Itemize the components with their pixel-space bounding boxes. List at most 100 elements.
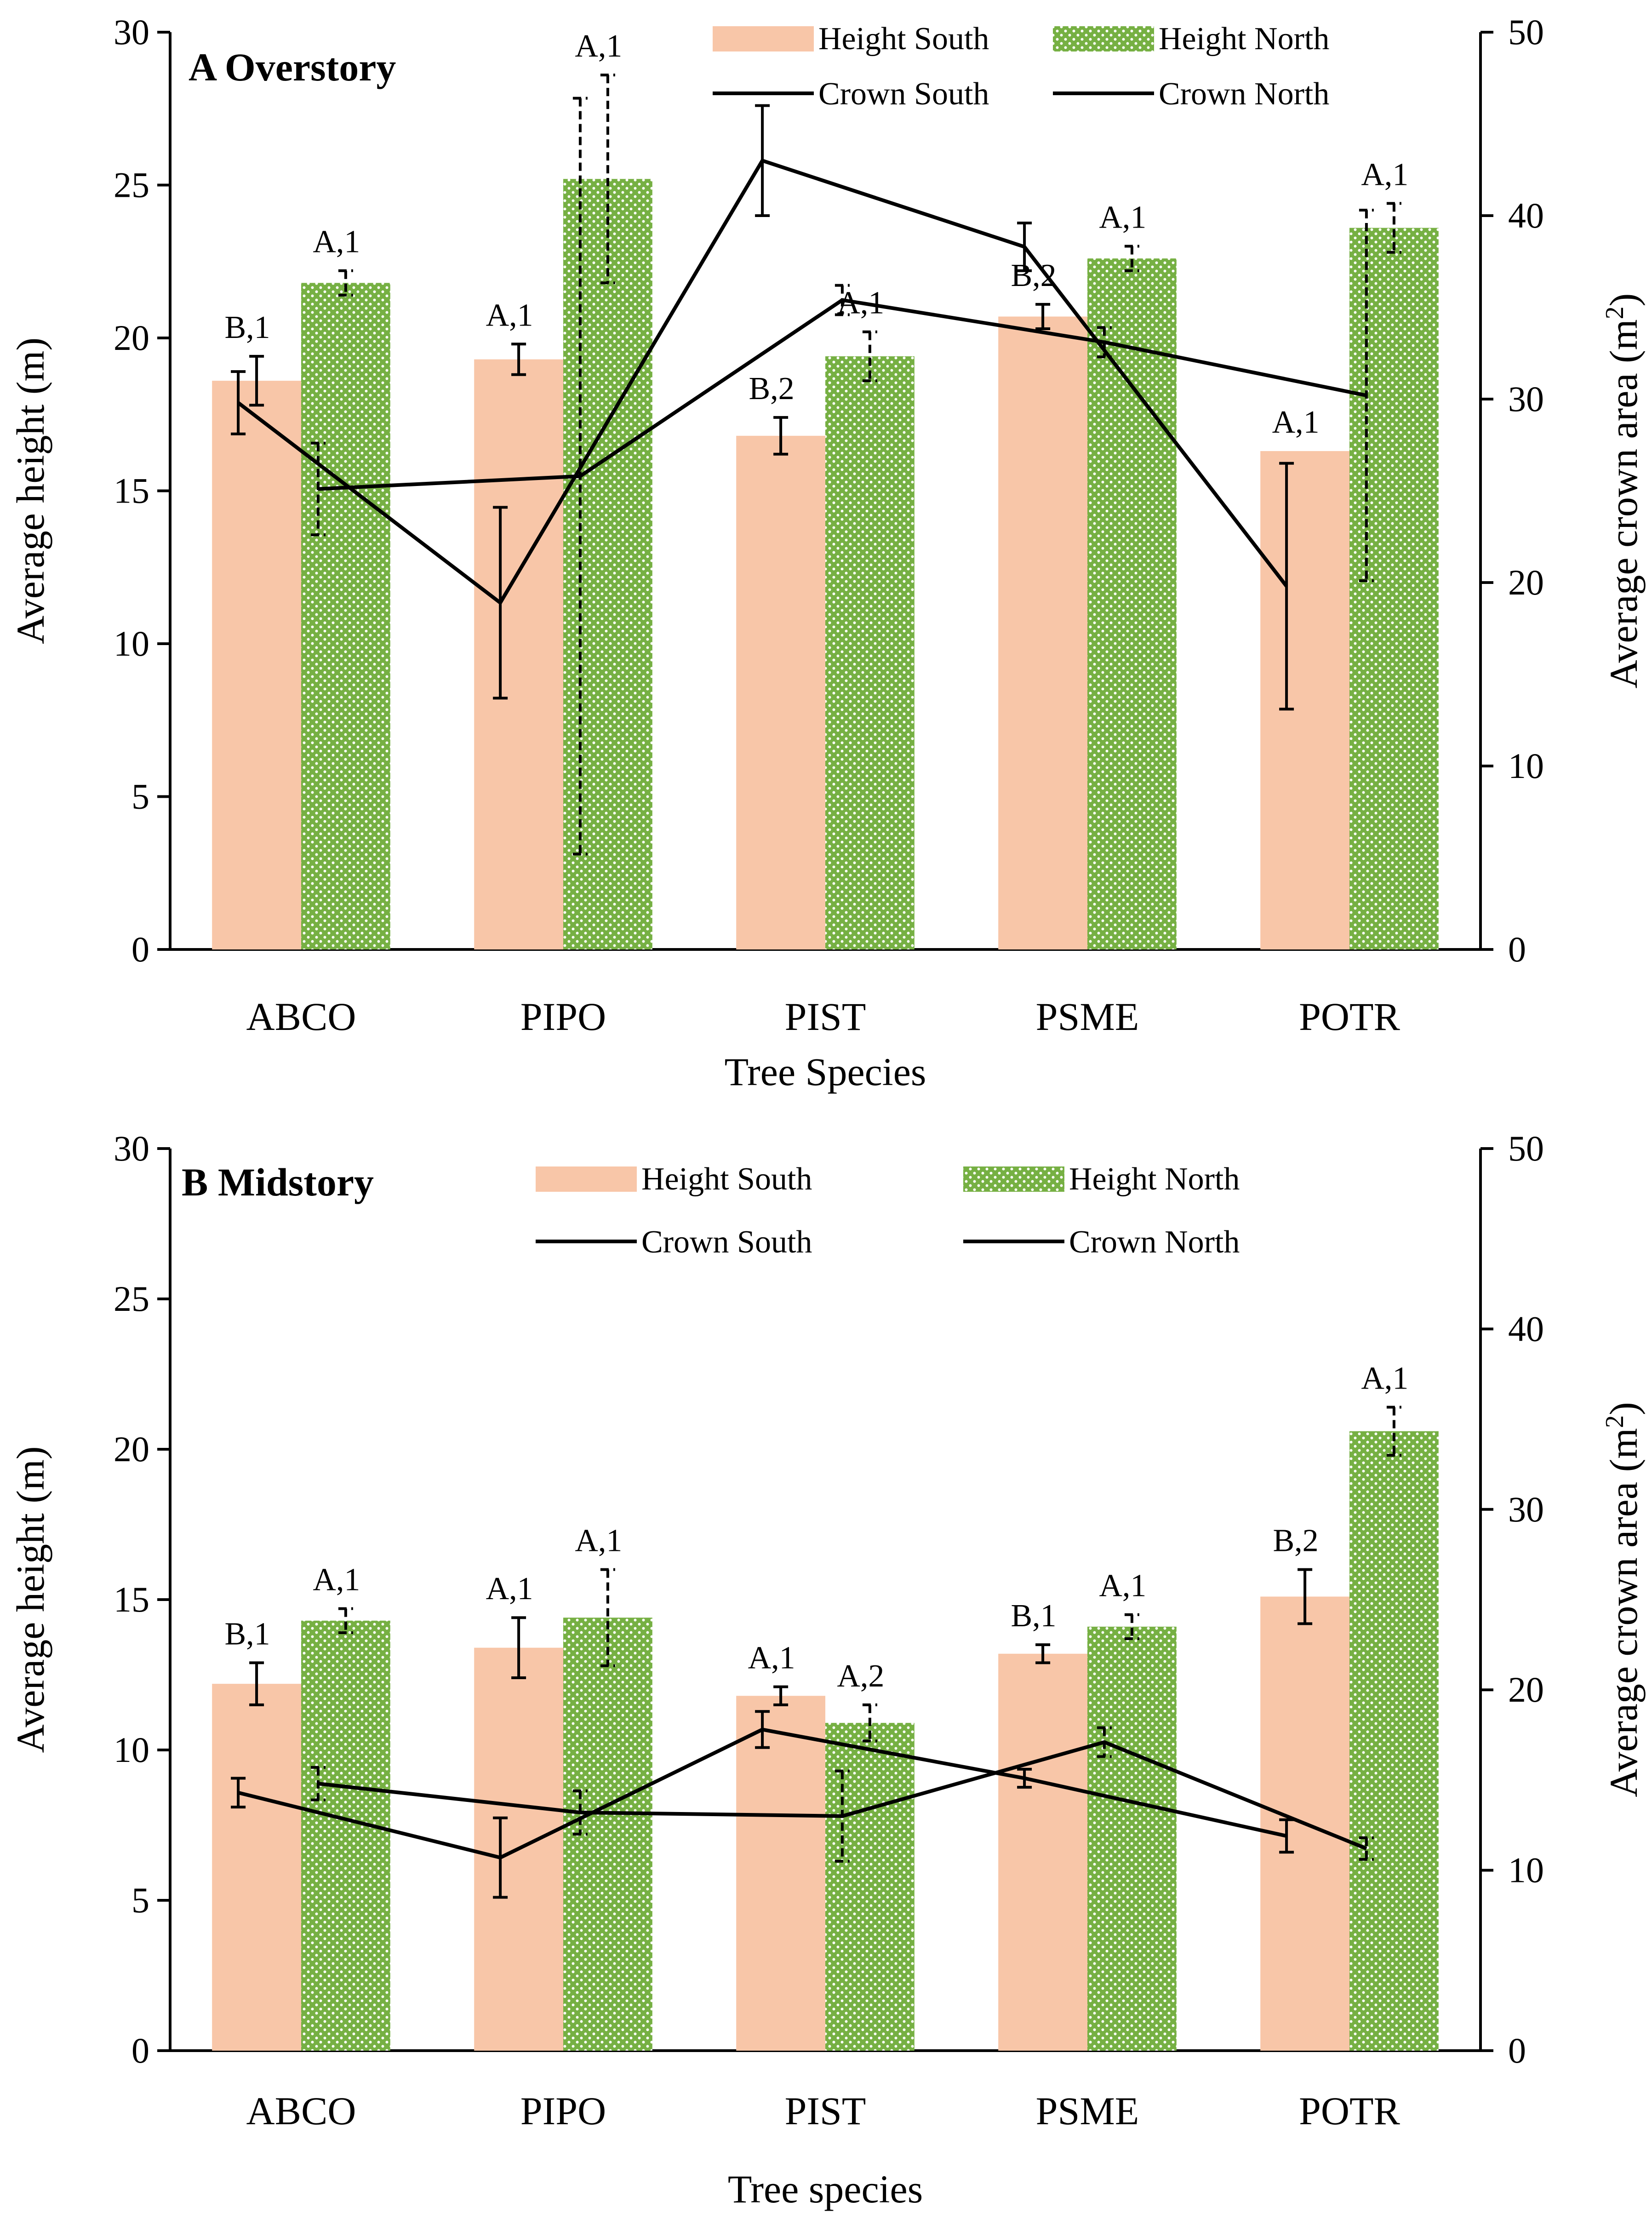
- legend-item: Crown North: [963, 1224, 1240, 1260]
- significance-label-south: B,2: [1273, 1523, 1318, 1559]
- line-crown-north-error-bar: [835, 1769, 850, 1863]
- panel-overstory: 0 5 10 15 20 25 30 0 10 20 30 40 50 Average height (m…: [8, 12, 1646, 1094]
- significance-label-south: B,1: [224, 310, 270, 345]
- legend-label: Height North: [1069, 1161, 1240, 1197]
- x-tick-label: POTR: [1299, 2089, 1400, 2133]
- x-tick-label: PIST: [785, 995, 866, 1039]
- bar-height-north: [563, 179, 652, 950]
- y-tick-label: 20: [114, 318, 149, 358]
- bar-height-south: [736, 435, 825, 949]
- panel-midstory: 0 5 10 15 20 25 30 0 10 20 30 40 50 Average height (m…: [8, 1128, 1646, 2211]
- x-tick-label: ABCO: [246, 2089, 356, 2133]
- y2-axis-title-close: ): [1601, 293, 1646, 307]
- y2-axis-title-text: Average crown area (m: [1601, 319, 1646, 688]
- y-tick-label: 25: [114, 165, 149, 205]
- y-tick-label: 10: [114, 623, 149, 663]
- error-bar-height-south: [1035, 1643, 1051, 1664]
- y2-axis-title-superscript: 2: [1601, 1415, 1629, 1428]
- y-tick-label: 0: [131, 929, 149, 969]
- significance-label-south: B,1: [1011, 1598, 1056, 1634]
- bar-height-north: [1087, 258, 1177, 949]
- y-tick-label: 15: [114, 471, 149, 511]
- x-tick-label: POTR: [1299, 995, 1400, 1039]
- line-crown-south-error-bar: [1017, 221, 1032, 272]
- error-bar-height-south: [249, 354, 264, 407]
- error-bar-height-north: [600, 1568, 615, 1667]
- y-axis-title: Average height (m): [8, 1446, 52, 1753]
- error-bar-height-north: [1386, 202, 1401, 254]
- bar-height-south: [998, 1653, 1087, 2051]
- line-crown-north-error-bar: [1097, 326, 1112, 359]
- error-bar-height-north: [1386, 1406, 1401, 1457]
- line-crown-north-error-bar: [835, 284, 850, 316]
- significance-label-north: A,1: [1361, 1361, 1408, 1396]
- bar-height-south: [736, 1696, 825, 2051]
- bar-height-south: [998, 316, 1087, 950]
- legend-swatch: [713, 26, 814, 51]
- legend-item: Crown North: [1053, 76, 1329, 112]
- error-bar-height-north: [338, 1607, 353, 1634]
- line-crown-north-error-bar: [310, 1766, 326, 1801]
- line-crown-north-error-bar: [572, 97, 588, 856]
- significance-label-south: B,1: [224, 1616, 270, 1652]
- bar-height-south: [474, 359, 563, 949]
- legend-label: Crown South: [641, 1224, 812, 1260]
- y2-tick-label: 30: [1508, 379, 1544, 419]
- error-bar-height-north: [862, 1703, 877, 1743]
- line-crown-south-error-bar: [493, 506, 508, 700]
- y2-axis-title-text: Average crown area (m: [1601, 1428, 1646, 1797]
- error-bar-height-north: [862, 330, 877, 383]
- significance-label-north: A,1: [1099, 1568, 1146, 1604]
- bar-height-north: [825, 1723, 915, 2051]
- significance-label-south: B,2: [1011, 258, 1056, 293]
- line-crown-south-error-bar: [231, 370, 246, 435]
- error-bar-height-north: [1124, 245, 1139, 272]
- y2-axis-title: Average crown area (m2): [1601, 293, 1646, 689]
- bar-height-south: [1260, 451, 1349, 949]
- line-crown-south-error-bar: [231, 1777, 246, 1809]
- line-crown-north-error-bar: [1359, 1836, 1374, 1861]
- legend-item: Height South: [536, 1161, 812, 1197]
- error-bar-height-south: [511, 343, 526, 376]
- significance-label-south: A,1: [748, 1641, 795, 1676]
- y-tick-label: 20: [114, 1429, 149, 1469]
- legend-label: Height South: [641, 1161, 812, 1197]
- error-bar-height-north: [338, 269, 353, 297]
- x-axis-title: Tree species: [728, 2167, 923, 2211]
- y2-tick-label: 40: [1508, 1309, 1544, 1349]
- y2-tick-label: 40: [1508, 195, 1544, 235]
- bar-height-north: [301, 1620, 390, 2051]
- legend-swatch: [1053, 26, 1154, 51]
- significance-label-south: A,1: [486, 1571, 533, 1607]
- legend-label: Height South: [818, 21, 989, 57]
- y-tick-label: 30: [114, 12, 149, 52]
- legend-item: Crown South: [713, 76, 989, 112]
- bar-height-north: [1349, 1431, 1439, 2051]
- bar-height-north: [1087, 1626, 1177, 2051]
- x-axis-title: Tree Species: [725, 1050, 926, 1094]
- error-bar-height-south: [1035, 303, 1051, 331]
- y2-tick-label: 10: [1508, 1850, 1544, 1890]
- x-tick-label: PIPO: [520, 2089, 606, 2133]
- bar-height-south: [212, 381, 301, 949]
- legend-label: Height North: [1159, 21, 1329, 57]
- error-bar-height-north: [1124, 1613, 1139, 1641]
- error-bar-height-south: [1298, 1568, 1313, 1625]
- line-crown-south-error-bar: [493, 1816, 508, 1899]
- x-tick-label: PIST: [785, 2089, 866, 2133]
- bar-height-north: [1349, 228, 1439, 950]
- x-tick-label: PSME: [1036, 2089, 1139, 2133]
- y2-tick-label: 50: [1508, 1128, 1544, 1168]
- line-crown-south-error-bar: [755, 104, 770, 217]
- legend-label: Crown South: [818, 76, 989, 112]
- legend-item: Height North: [1053, 21, 1329, 57]
- significance-label-south: A,1: [486, 297, 533, 333]
- y2-tick-label: 50: [1508, 12, 1544, 52]
- legend-swatch: [963, 1166, 1064, 1192]
- error-bar-height-south: [249, 1661, 264, 1706]
- y2-tick-label: 20: [1508, 562, 1544, 602]
- y2-tick-label: 0: [1508, 929, 1526, 969]
- significance-label-north: A,1: [1361, 157, 1408, 192]
- significance-label-north: A,1: [313, 1562, 360, 1598]
- legend-item: Height South: [713, 21, 989, 57]
